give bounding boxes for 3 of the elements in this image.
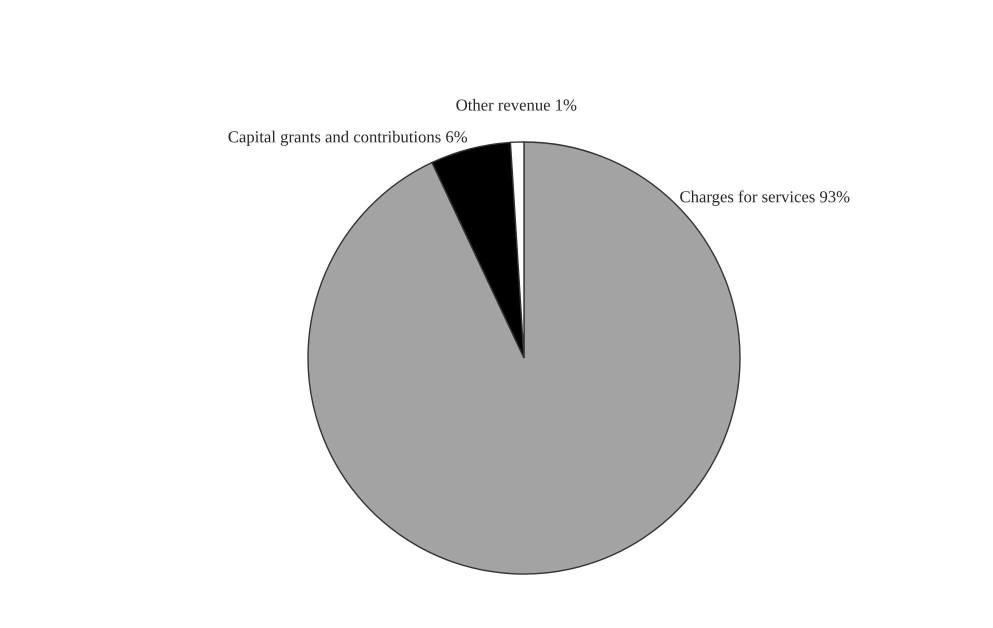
slice-label: Charges for services 93%: [680, 190, 850, 206]
slice-label: Capital grants and contributions 6%: [228, 130, 468, 146]
slice-label: Other revenue 1%: [456, 98, 576, 111]
